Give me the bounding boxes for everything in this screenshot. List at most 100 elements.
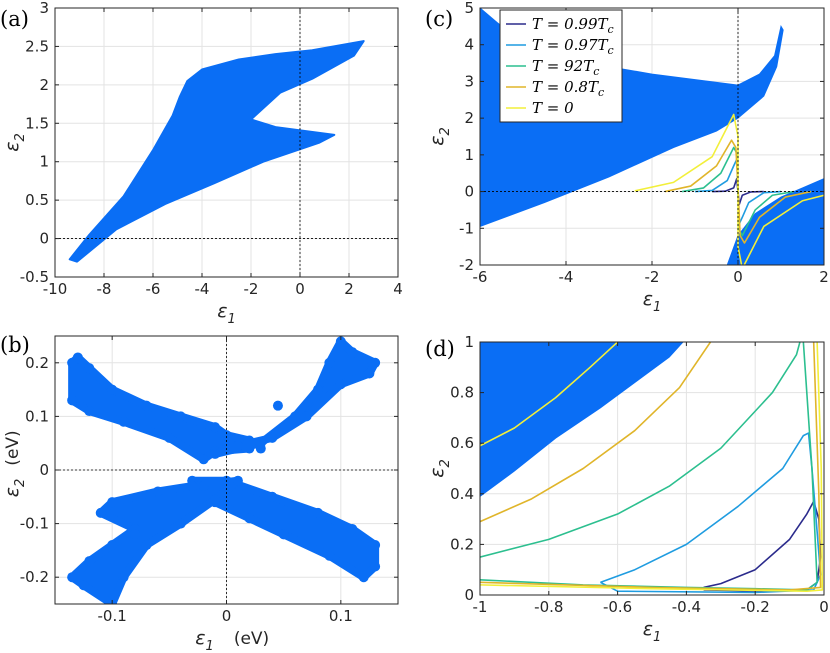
y-tick-label: 3 [464, 72, 474, 90]
line-series-1 [600, 432, 822, 594]
y-tick-label: 0.6 [450, 434, 474, 452]
y-axis-label-text: ε2 [426, 127, 453, 146]
scatter-point [210, 494, 221, 505]
x-tick-label: -4 [195, 280, 210, 298]
legend-label: T = 0 [532, 99, 574, 117]
y-axis-label-text: ε2 [1, 479, 28, 498]
legend-label-sub: c [598, 86, 604, 99]
y-tick-label: 0 [39, 461, 49, 479]
y-axis-label-main: ε [426, 136, 448, 146]
plot-area [480, 342, 824, 594]
plot-area [55, 336, 398, 604]
y-tick-label: 3 [39, 0, 49, 17]
scatter-point [335, 336, 346, 347]
y-tick-label: 0 [464, 183, 474, 201]
y-axis-label-main: ε [1, 487, 23, 497]
scatter-point [290, 411, 301, 422]
x-tick-label: 0 [733, 268, 743, 286]
x-axis-label-main: ε [643, 618, 653, 640]
y-tick-label: -0.2 [20, 568, 49, 586]
line-series-2 [480, 342, 801, 558]
scatter-point [175, 518, 186, 529]
x-axis-label-main: ε [217, 300, 227, 322]
scatter-point [312, 507, 323, 518]
panel-letter: (a) [0, 7, 29, 31]
scatter-point [301, 411, 312, 422]
scatter-point [175, 411, 186, 422]
x-tick-label: -4 [559, 268, 574, 286]
x-tick-label: 4 [393, 280, 403, 298]
scatter-point [232, 440, 243, 451]
x-tick-label: -8 [97, 280, 112, 298]
scatter-point [278, 529, 289, 540]
y-tick-label: 0.5 [25, 191, 49, 209]
scatter-point [198, 454, 209, 465]
scatter-point [370, 357, 381, 368]
x-axis-label-text: ε1 [643, 288, 662, 315]
panel-letter: (b) [0, 333, 30, 357]
scatter-point [198, 481, 209, 492]
scatter-point [324, 550, 335, 561]
y-axis-label-main: ε [426, 468, 448, 478]
scatter-point [67, 572, 78, 583]
y-tick-label: -0.1 [20, 515, 49, 533]
y-tick-label: 0.2 [25, 354, 49, 372]
legend-label-main: T = 0.8T [532, 78, 599, 96]
scatter-point [267, 432, 278, 443]
scatter-point [72, 352, 83, 363]
y-axis-label: ε2 [426, 459, 453, 478]
x-tick-label: -0.2 [741, 598, 770, 616]
y-tick-label: 4 [464, 36, 474, 54]
legend-label-main: T = 92T [532, 57, 594, 75]
x-tick-label: -1 [473, 598, 488, 616]
x-tick-label: 0.1 [329, 607, 353, 625]
y-axis-label-text: ε2 [426, 459, 453, 478]
scatter-point [221, 430, 232, 441]
x-axis-label: ε1 [217, 300, 236, 327]
scatter-point [364, 368, 375, 379]
scatter-point [210, 422, 221, 433]
x-tick-label: -0.8 [534, 598, 563, 616]
panel-letter: (c) [425, 7, 453, 31]
scatter-point [78, 580, 89, 591]
axes-frame [479, 341, 825, 596]
scatter-point [272, 400, 283, 411]
scatter-point [232, 475, 243, 486]
scatter-point [107, 497, 118, 508]
x-axis-label-text: ε1 [217, 300, 236, 327]
x-axis-label-sub: 1 [228, 312, 236, 327]
x-tick-label: -6 [146, 280, 161, 298]
scatter-point [95, 507, 106, 518]
line-series-0 [703, 500, 822, 593]
y-tick-label: 0 [464, 586, 474, 604]
scatter-point [324, 357, 335, 368]
x-axis-unit: (eV) [234, 629, 269, 649]
scatter-point [84, 556, 95, 567]
y-tick-label: 2 [39, 76, 49, 94]
legend-label: T = 92Tc [532, 57, 599, 78]
scatter-point [347, 523, 358, 534]
x-axis-label-main: ε [195, 627, 205, 649]
scatter-cloud-3 [68, 476, 242, 604]
y-axis-label-sub: 2 [13, 479, 28, 487]
area-series-0 [68, 40, 365, 263]
line-series-5 [480, 342, 822, 591]
y-axis-label-sub: 2 [438, 459, 453, 467]
scatter-point [118, 572, 129, 583]
x-tick-label: -6 [473, 268, 488, 286]
y-tick-label: 1 [464, 333, 474, 351]
legend-label-main: T = 0.97T [532, 36, 609, 54]
y-tick-label: -1 [459, 219, 474, 237]
legend-label: T = 0.99Tc [532, 15, 614, 36]
scatter-cloud-0 [68, 353, 254, 464]
y-tick-label: 0.4 [450, 485, 474, 503]
scatter-point [164, 432, 175, 443]
y-axis-unit: (eV) [3, 430, 23, 465]
y-axis-label: ε2 [426, 127, 453, 146]
y-axis-label-sub: 2 [13, 133, 28, 141]
filled-region-0 [480, 342, 684, 497]
x-axis-label-text: ε1 [195, 627, 214, 653]
x-axis-label: ε1 [643, 288, 662, 315]
